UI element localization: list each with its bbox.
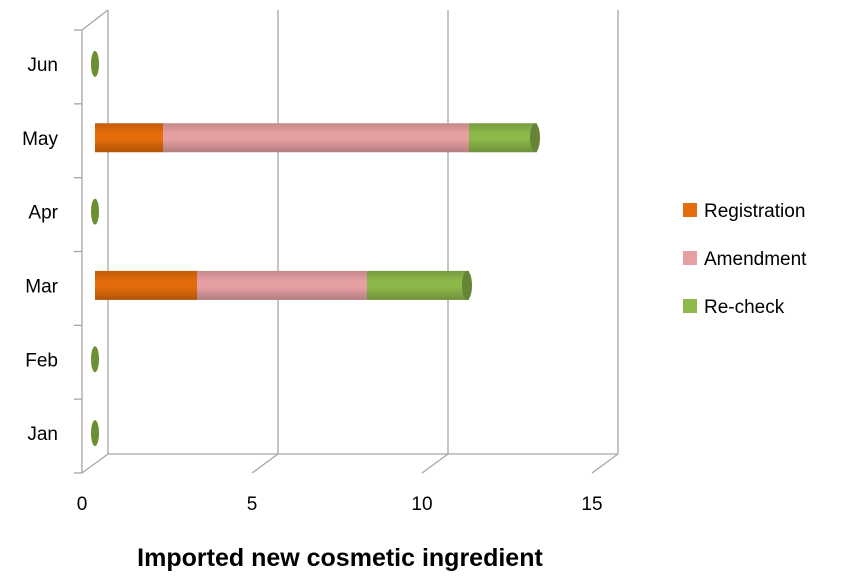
x-axis-label: Imported new cosmetic ingredient — [137, 544, 543, 572]
floor-line-10 — [421, 453, 449, 474]
legend-label-re-check: Re-check — [704, 297, 785, 318]
x-tick-label-10: 10 — [411, 494, 432, 515]
bar-mar-amendment — [197, 270, 367, 300]
floor-line-0 — [81, 453, 109, 474]
y-tick-label-apr: Apr — [28, 203, 58, 224]
floor-line-5 — [251, 453, 279, 474]
bar-end-cap-mar — [462, 270, 472, 300]
bar-may-re-check — [469, 123, 537, 153]
x-tick-label-0: 0 — [77, 494, 88, 515]
bar-end-cap-may — [530, 123, 540, 153]
bar-zero-cap-apr — [91, 198, 99, 225]
y-tick-label-jun: Jun — [27, 55, 58, 76]
y-tick-label-may: May — [22, 129, 58, 150]
legend-label-registration: Registration — [704, 201, 805, 222]
legend-label-amendment: Amendment — [704, 249, 807, 270]
legend-swatch-amendment — [683, 251, 697, 265]
legend-swatch-registration — [683, 203, 697, 217]
bar-mar-re-check — [367, 270, 469, 300]
x-tick-label-15: 15 — [581, 494, 602, 515]
y-tick-label-jan: Jan — [27, 424, 58, 445]
y-tick-label-feb: Feb — [25, 350, 58, 371]
bar-mar-registration — [95, 270, 197, 300]
y-tick-label-mar: Mar — [25, 276, 58, 297]
bar-may-registration — [95, 123, 163, 153]
bar-zero-cap-jan — [91, 420, 99, 447]
bar-zero-cap-feb — [91, 346, 99, 373]
bar-may-amendment — [163, 123, 469, 153]
floor-line-15 — [591, 453, 619, 474]
side-wall-top-edge — [81, 9, 109, 31]
x-tick-label-5: 5 — [247, 494, 258, 515]
legend-swatch-re-check — [683, 299, 697, 313]
bar-zero-cap-jun — [91, 50, 99, 77]
